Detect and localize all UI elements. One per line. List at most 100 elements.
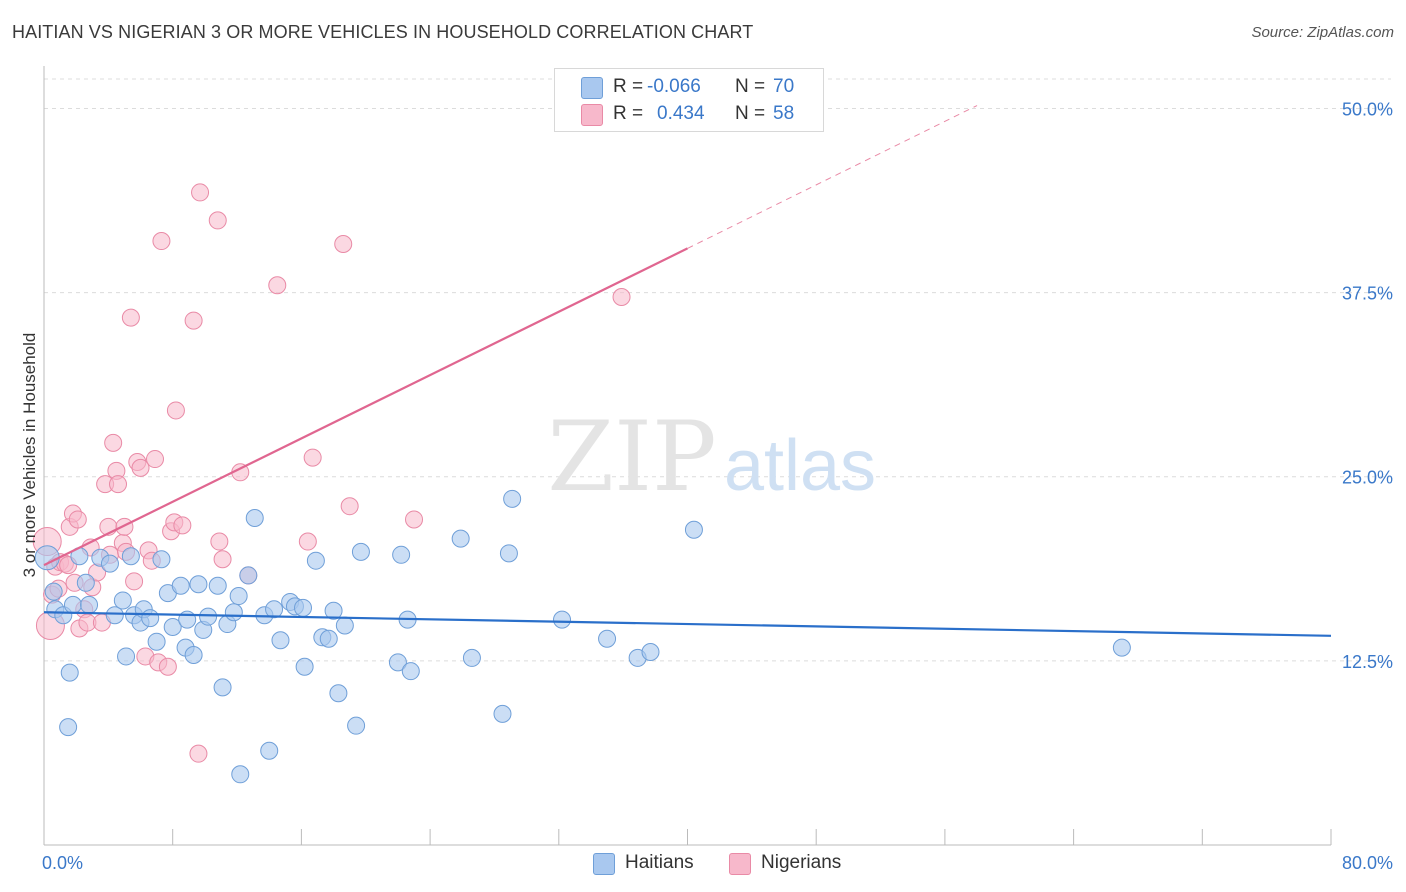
y-tick-label: 25.0% [1342,468,1393,488]
nigerian-point [334,234,353,253]
watermark-atlas: atlas [724,426,876,506]
nigerian-point [158,657,177,676]
nigerian-point [152,232,171,251]
nigerian-point [104,433,123,452]
n-label: N = [735,103,766,124]
y-tick-label: 12.5% [1342,652,1393,672]
n-value: 58 [773,103,795,124]
haitian-point [598,629,617,648]
haitian-point [239,566,258,585]
haitian-point [199,607,218,626]
haitian-point [1112,638,1131,657]
legend-row-nigerians: R = 0.434 N = 58 [555,100,823,128]
nigerian-point [208,211,227,230]
nigerian-points [32,183,631,763]
haitian-point [152,550,171,569]
haitian-point [141,609,160,628]
haitian-point [117,647,136,666]
haitian-point [184,645,203,664]
haitian-point [451,529,470,548]
haitian-point [684,520,703,539]
watermark-zip: ZIP [547,401,716,513]
nigerian-point [68,510,87,529]
haitian-point [503,489,522,508]
haitian-point [329,684,348,703]
haitian-swatch [581,77,603,99]
haitian-point [231,765,250,784]
haitian-point [388,653,407,672]
haitian-point [121,547,140,566]
trend-lines [43,105,1332,637]
nigerian-point [125,572,144,591]
r-label: R = [613,76,644,97]
y-tick-label: 37.5% [1342,284,1393,304]
nigerian-point [189,744,208,763]
haitian-swatch [593,853,615,875]
haitian-point [324,601,343,620]
r-value: -0.066 [647,76,701,97]
nigerian-point [131,458,150,477]
nigerian-point [213,550,232,569]
haitian-point [335,616,354,635]
nigerian-point [191,183,210,202]
nigerian-point [109,475,128,494]
haitian-point [59,718,78,737]
haitian-point [63,595,82,614]
haitian-point [499,544,518,563]
haitian-point [641,643,660,662]
nigerian-point [146,450,165,469]
n-label: N = [735,76,766,97]
nigerian-point [303,448,322,467]
nigerian-point [298,532,317,551]
r-label: R = [613,103,644,124]
source-label: Source: ZipAtlas.com [1251,24,1394,41]
haitian-point [189,575,208,594]
haitian-point [392,545,411,564]
haitian-point [295,657,314,676]
nigerian-point [268,276,287,295]
haitian-point [44,582,63,601]
haitian-point [260,741,279,760]
haitian-point [224,603,243,622]
n-value: 70 [773,76,795,97]
haitian-point [319,629,338,648]
x-tick-label: 0.0% [42,853,83,873]
legend-row-haitians: R = -0.066 N = 70 [555,73,823,101]
legend-label-nigerians: Nigerians [761,852,842,873]
x-tick-label: 80.0% [1342,853,1393,873]
nigerian-point [184,311,203,330]
haitian-point [171,576,190,595]
haitian-point [294,598,313,617]
nigerian-swatch [581,104,603,126]
nigerian-point [166,401,185,420]
haitian-point [306,551,325,570]
haitian-point [76,573,95,592]
haitian-point [113,591,132,610]
haitian-points [34,489,1131,784]
nigerian-point [405,510,424,529]
nigerian-trend-line [43,247,688,567]
haitian-point [401,662,420,681]
haitian-point [213,678,232,697]
nigerian-point [121,308,140,327]
haitian-point [163,617,182,636]
y-axis-title: 3 or more Vehicles in Household [20,332,39,578]
haitian-point [351,542,370,561]
haitian-point [80,595,99,614]
series-legend: Haitians Nigerians [0,852,1406,878]
haitian-point [462,648,481,667]
tick-labels: 12.5% 25.0% 37.5% 50.0% 0.0% 80.0% [42,99,1393,873]
nigerian-point [173,516,192,535]
haitian-trend-line [43,611,1332,637]
nigerian-point [612,288,631,307]
haitian-point [347,716,366,735]
haitian-point [493,704,512,723]
haitian-point [245,508,264,527]
axes [43,66,1332,846]
haitian-point [105,606,124,625]
haitian-point [147,632,166,651]
haitian-point [553,610,572,629]
nigerian-point [340,497,359,516]
haitian-point [60,663,79,682]
